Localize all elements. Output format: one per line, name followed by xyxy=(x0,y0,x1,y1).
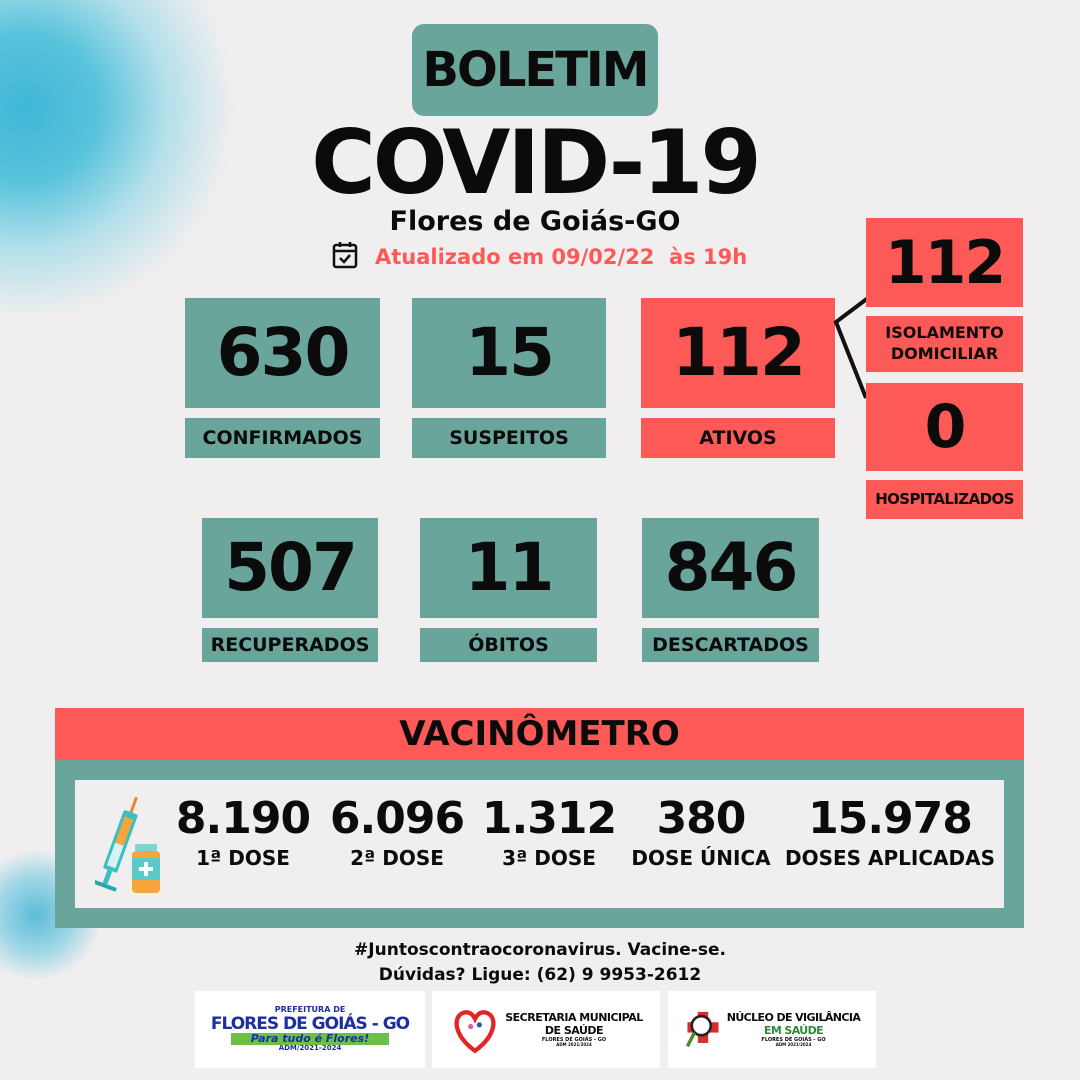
home-isolation-label: ISOLAMENTO DOMICILIAR xyxy=(866,316,1023,372)
vaccine-label: 3ª DOSE xyxy=(502,846,596,870)
vaccine-label: 1ª DOSE xyxy=(196,846,290,870)
vaccine-title: VACINÔMETRO xyxy=(55,708,1024,760)
vaccine-panel-inner xyxy=(75,780,1004,908)
logo-text: ADM 2021/2024 xyxy=(556,1042,592,1048)
label-line: DOMICILIAR xyxy=(890,344,999,363)
vaccine-value: 6.096 xyxy=(329,793,465,844)
vaccine-item: 6.096 2ª DOSE xyxy=(324,795,470,871)
logo-text: Para tudo é Flores! xyxy=(230,1033,390,1046)
active-value: 112 xyxy=(641,298,835,408)
suspected-value: 15 xyxy=(412,298,606,408)
logo-text: FLORES DE GOIÁS - GO xyxy=(541,1037,607,1044)
vaccine-value: 15.978 xyxy=(808,793,973,844)
home-isolation-value: 112 xyxy=(866,218,1023,307)
logo-text: SECRETARIA MUNICIPAL xyxy=(505,1010,643,1024)
contact-text: Dúvidas? Ligue: (62) 9 9953-2612 xyxy=(378,964,702,985)
vaccine-label: 2ª DOSE xyxy=(350,846,444,870)
hospitalized-label: HOSPITALIZADOS xyxy=(866,480,1023,519)
logo-text: PREFEITURA DE xyxy=(274,1004,346,1014)
vaccine-value: 1.312 xyxy=(481,793,617,844)
logo-text: NÚCLEO DE VIGILÂNCIA xyxy=(726,1010,861,1024)
calendar-check-icon xyxy=(332,242,358,269)
prefeitura-logo: PREFEITURA DE FLORES DE GOIÁS - GO Para … xyxy=(195,991,425,1068)
vaccine-item: 1.312 3ª DOSE xyxy=(476,795,622,871)
updated-timestamp: Atualizado em 09/02/22 às 19h xyxy=(375,245,748,269)
label-line: ISOLAMENTO xyxy=(885,323,1004,343)
logo-text: FLORES DE GOIÁS - GO xyxy=(761,1037,826,1044)
secretaria-logo: SECRETARIA MUNICIPAL DE SAÚDE FLORES DE … xyxy=(432,991,660,1068)
confirmed-label: CONFIRMADOS xyxy=(185,418,380,458)
vaccine-label: DOSE ÚNICA xyxy=(631,846,771,870)
vaccine-item: 15.978 DOSES APLICADAS xyxy=(780,795,1000,871)
vaccine-item: 8.190 1ª DOSE xyxy=(170,795,316,871)
discarded-value: 846 xyxy=(642,518,819,618)
recovered-value: 507 xyxy=(202,518,378,618)
magnifier-cross-icon xyxy=(685,1011,719,1047)
boletim-badge: BOLETIM xyxy=(412,24,658,116)
page-title: COVID-19 xyxy=(311,111,762,214)
vaccine-value: 8.190 xyxy=(175,793,311,844)
suspected-label: SUSPEITOS xyxy=(412,418,606,458)
connector-lines xyxy=(833,296,870,399)
deaths-label: ÓBITOS xyxy=(420,628,597,662)
active-label: ATIVOS xyxy=(641,418,835,458)
deaths-value: 11 xyxy=(420,518,597,618)
logo-text: FLORES DE GOIÁS - GO xyxy=(210,1013,410,1034)
location: Flores de Goiás-GO xyxy=(389,206,681,237)
heart-family-icon xyxy=(454,1009,496,1053)
confirmed-value: 630 xyxy=(185,298,380,408)
logo-text: ADM/2021-2024 xyxy=(278,1044,342,1053)
hashtag-text: #Juntoscontraocoronavirus. Vacine-se. xyxy=(354,939,726,960)
discarded-label: DESCARTADOS xyxy=(642,628,819,662)
vaccine-label: DOSES APLICADAS xyxy=(785,846,995,870)
logo-text: EM SAÚDE xyxy=(763,1024,824,1038)
syringe-vial-icon xyxy=(95,796,160,893)
recovered-label: RECUPERADOS xyxy=(202,628,378,662)
vaccine-item: 380 DOSE ÚNICA xyxy=(628,795,774,871)
logo-text: ADM 2021/2024 xyxy=(775,1042,812,1048)
vaccine-value: 380 xyxy=(656,793,747,844)
vigilancia-logo: NÚCLEO DE VIGILÂNCIA EM SAÚDE FLORES DE … xyxy=(668,991,876,1068)
logo-text: DE SAÚDE xyxy=(544,1024,604,1038)
hospitalized-value: 0 xyxy=(866,383,1023,471)
